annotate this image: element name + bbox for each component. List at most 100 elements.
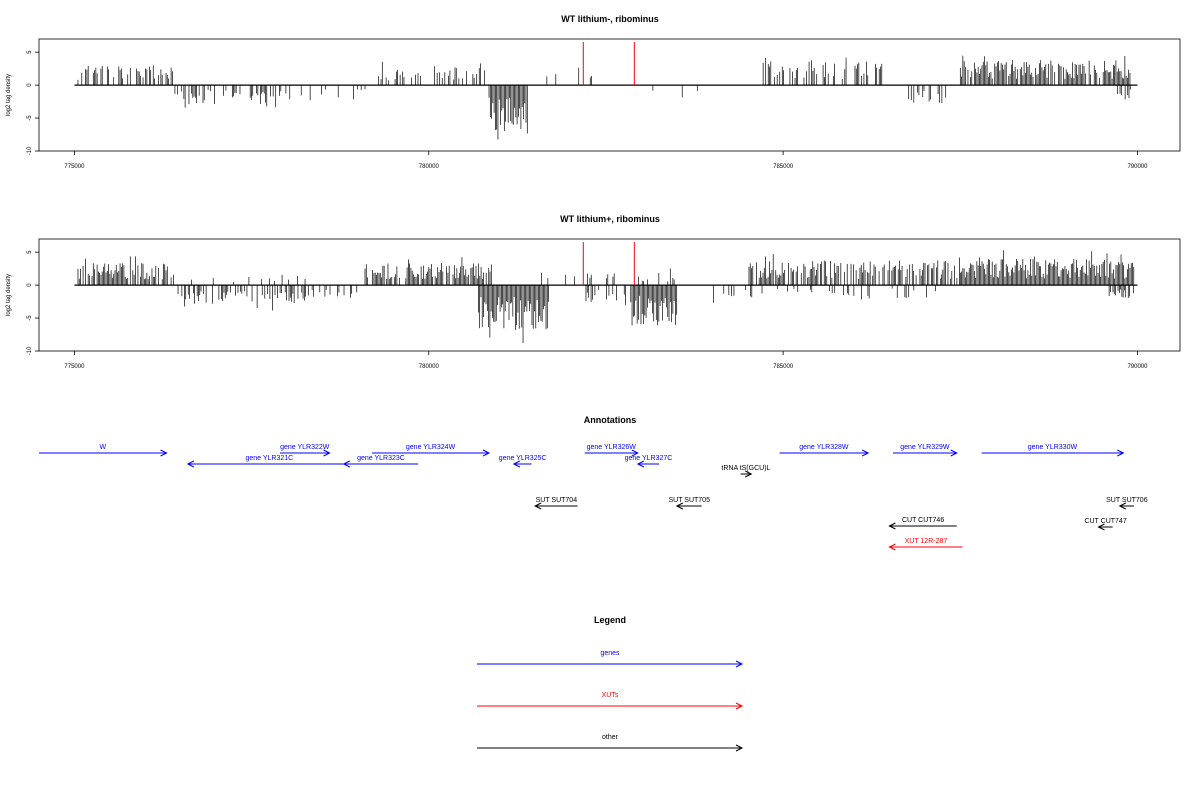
track-panel-lithium-minus: WT lithium-, ribominus log2 tag density … bbox=[6, 14, 1181, 170]
arrowhead bbox=[1118, 502, 1126, 510]
feature-label: gene YLR322W bbox=[280, 444, 330, 451]
panel-title: WT lithium-, ribominus bbox=[561, 14, 659, 24]
y-tick-label: 0 bbox=[27, 283, 33, 287]
feature-label: gene YLR324W bbox=[406, 444, 456, 451]
feature-label: gene YLR330W bbox=[1028, 444, 1078, 451]
annotations-title: Annotations bbox=[584, 415, 637, 425]
feature-label: gene YLR326W bbox=[587, 444, 637, 451]
x-tick-label: 780000 bbox=[419, 364, 440, 370]
arrowhead bbox=[950, 449, 958, 457]
annotation-feature: gene YLR321C bbox=[186, 455, 351, 468]
annotation-feature: tRNA tS(GCU)L bbox=[721, 465, 771, 478]
arrowhead bbox=[636, 460, 645, 468]
arrowhead bbox=[323, 449, 331, 457]
annotation-feature: gene YLR330W bbox=[981, 444, 1125, 457]
feature-label: gene YLR323C bbox=[357, 455, 405, 462]
arrowhead bbox=[186, 460, 195, 468]
x-tick-label: 775000 bbox=[64, 364, 85, 370]
arrowhead bbox=[342, 460, 350, 468]
feature-label: gene YLR321C bbox=[245, 455, 293, 462]
feature-label: W bbox=[99, 444, 106, 451]
y-tick-label: 5 bbox=[27, 250, 33, 254]
marker-lines bbox=[582, 242, 635, 286]
feature-label: CUT CUT747 bbox=[1084, 518, 1126, 525]
annotation-feature: gene YLR325C bbox=[499, 455, 547, 468]
y-tick-label: -10 bbox=[27, 346, 33, 355]
signal-bars bbox=[77, 55, 1131, 140]
annotation-feature: gene YLR324W bbox=[372, 444, 491, 457]
y-tick-label: -10 bbox=[27, 146, 33, 155]
legend-items: genes XUTs other bbox=[477, 650, 744, 752]
annotation-feature: gene YLR328W bbox=[779, 444, 870, 457]
y-axis-label: log2 tag density bbox=[6, 74, 12, 116]
legend-title: Legend bbox=[594, 615, 626, 625]
arrowhead bbox=[482, 449, 491, 457]
feature-label: tRNA tS(GCU)L bbox=[721, 465, 770, 472]
y-axis-label: log2 tag density bbox=[6, 274, 12, 316]
signal-bars bbox=[77, 250, 1135, 344]
annotation-feature: XUT 12R-287 bbox=[888, 538, 963, 551]
annotation-feature: W bbox=[39, 444, 168, 457]
arrowhead bbox=[735, 744, 744, 752]
annotation-feature: gene YLR322W bbox=[279, 444, 331, 457]
legend-item-other: other bbox=[477, 734, 744, 752]
feature-label: SUT SUT706 bbox=[1106, 497, 1148, 504]
annotation-feature: SUT SUT704 bbox=[533, 497, 578, 510]
feature-label: XUT 12R-287 bbox=[905, 538, 948, 545]
annotation-feature: gene YLR329W bbox=[892, 444, 958, 457]
annotation-feature: CUT CUT746 bbox=[888, 517, 957, 530]
arrowhead bbox=[533, 502, 542, 510]
annotation-feature: CUT CUT747 bbox=[1084, 518, 1127, 531]
annotation-feature: gene YLR326W bbox=[584, 444, 639, 457]
x-axis-ticks: 775000 780000 785000 790000 bbox=[64, 351, 1148, 370]
arrowhead bbox=[675, 502, 684, 510]
arrowhead bbox=[735, 660, 744, 668]
feature-label: gene YLR329W bbox=[900, 444, 950, 451]
feature-label: gene YLR328W bbox=[799, 444, 849, 451]
feature-label: CUT CUT746 bbox=[902, 517, 944, 524]
legend-item-xut: XUTs bbox=[477, 692, 744, 710]
legend: Legend genes XUTs other bbox=[477, 615, 744, 752]
legend-item-gene: genes bbox=[477, 650, 744, 668]
annotation-feature: gene YLR323C bbox=[342, 455, 419, 468]
x-tick-label: 785000 bbox=[773, 364, 794, 370]
x-tick-label: 785000 bbox=[773, 164, 794, 170]
feature-label: SUT SUT705 bbox=[668, 497, 710, 504]
x-tick-label: 775000 bbox=[64, 164, 85, 170]
legend-label: genes bbox=[600, 650, 620, 657]
x-axis-ticks: 775000 780000 785000 790000 bbox=[64, 151, 1148, 170]
annotation-feature: SUT SUT705 bbox=[668, 497, 710, 510]
y-tick-label: -5 bbox=[27, 115, 33, 121]
feature-label: gene YLR327C bbox=[625, 455, 673, 462]
arrowhead bbox=[512, 460, 521, 468]
arrowhead bbox=[861, 449, 870, 457]
annotation-feature: gene YLR327C bbox=[625, 455, 673, 468]
track-panel-lithium-plus: WT lithium+, ribominus log2 tag density … bbox=[6, 214, 1181, 370]
arrowhead bbox=[745, 470, 753, 478]
x-tick-label: 780000 bbox=[419, 164, 440, 170]
arrowhead bbox=[888, 543, 896, 551]
arrowhead bbox=[735, 702, 744, 710]
x-tick-label: 790000 bbox=[1127, 164, 1148, 170]
legend-label: XUTs bbox=[602, 692, 619, 699]
plot-frame bbox=[38, 38, 1181, 152]
feature-label: gene YLR325C bbox=[499, 455, 547, 462]
arrowhead bbox=[160, 449, 168, 457]
arrowhead bbox=[1097, 523, 1105, 531]
y-tick-label: 0 bbox=[27, 83, 33, 87]
arrowhead bbox=[888, 522, 896, 530]
marker-lines bbox=[582, 42, 635, 86]
legend-label: other bbox=[602, 734, 619, 741]
y-axis-ticks: -10 -5 0 5 bbox=[27, 50, 39, 155]
feature-label: SUT SUT704 bbox=[536, 497, 578, 504]
plot-frame bbox=[38, 238, 1181, 352]
x-tick-label: 790000 bbox=[1127, 364, 1148, 370]
arrowhead bbox=[1117, 449, 1125, 457]
annotation-feature: SUT SUT706 bbox=[1106, 497, 1148, 510]
y-axis-ticks: -10 -5 0 5 bbox=[27, 250, 39, 355]
arrowhead bbox=[631, 449, 639, 457]
panel-title: WT lithium+, ribominus bbox=[560, 214, 660, 224]
